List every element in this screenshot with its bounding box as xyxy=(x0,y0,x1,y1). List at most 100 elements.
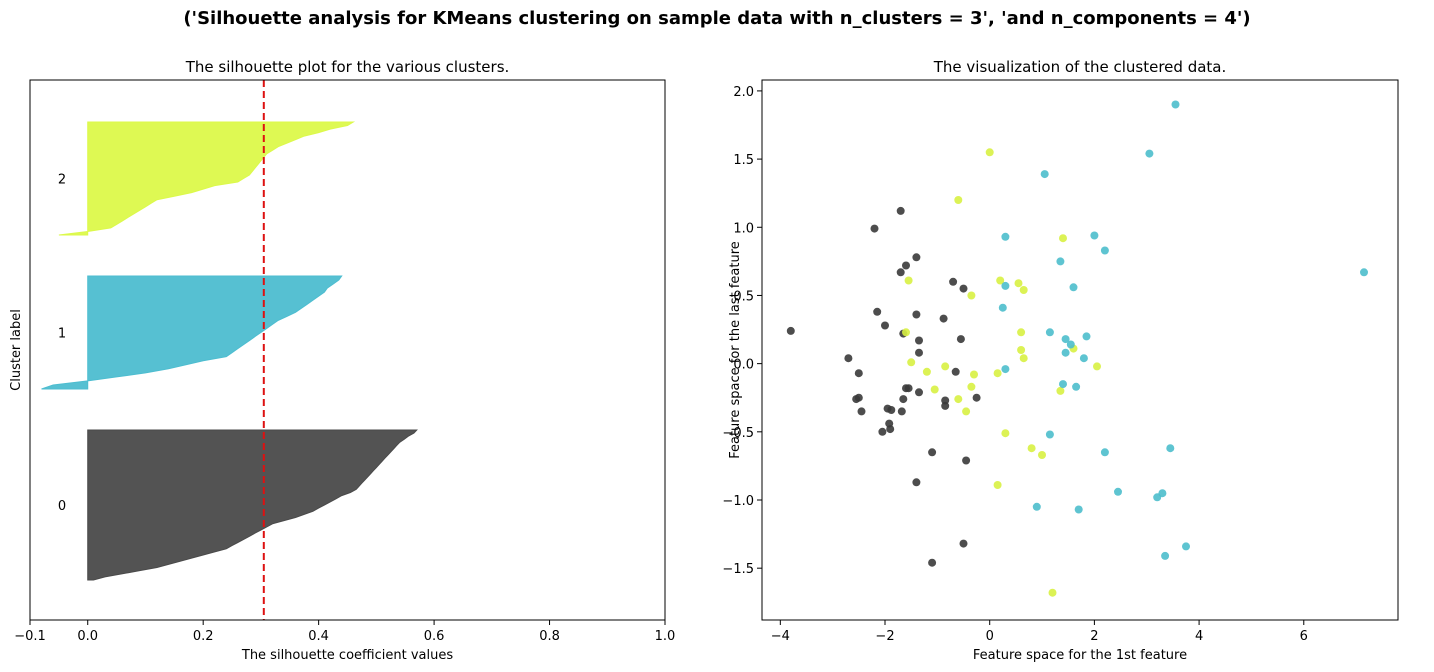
data-point-cluster-0 xyxy=(951,367,960,376)
data-point-cluster-1 xyxy=(954,196,963,204)
data-point-cluster-0 xyxy=(887,406,896,414)
data-point-cluster-2 xyxy=(1166,444,1175,453)
data-point-cluster-1 xyxy=(1059,234,1067,243)
data-point-cluster-2 xyxy=(1182,542,1190,551)
data-point-cluster-2 xyxy=(1072,382,1081,391)
data-point-cluster-0 xyxy=(899,395,908,404)
data-point-cluster-0 xyxy=(959,284,968,293)
data-point-cluster-2 xyxy=(1079,354,1088,363)
silhouette-cluster-0 xyxy=(87,429,418,581)
data-point-cluster-2 xyxy=(998,303,1007,312)
data-point-cluster-1 xyxy=(907,358,916,367)
data-point-cluster-1 xyxy=(904,276,913,285)
x-tick-label: 6 xyxy=(1300,629,1308,644)
x-tick-label: 2 xyxy=(1090,629,1098,644)
data-point-cluster-1 xyxy=(902,328,910,337)
cluster-label-1: 1 xyxy=(58,327,66,342)
data-point-cluster-1 xyxy=(1056,386,1065,395)
data-point-cluster-2 xyxy=(1045,430,1054,439)
data-point-cluster-0 xyxy=(896,268,905,277)
data-point-cluster-1 xyxy=(954,395,963,404)
data-point-cluster-2 xyxy=(1032,502,1041,511)
x-tick-label: 4 xyxy=(1195,629,1203,644)
data-point-cluster-2 xyxy=(1040,170,1049,179)
data-point-cluster-2 xyxy=(1001,365,1010,374)
x-tick-label: 0.2 xyxy=(193,629,214,644)
data-point-cluster-0 xyxy=(873,307,882,316)
silhouette-axes-frame xyxy=(29,79,666,621)
data-point-cluster-0 xyxy=(972,393,981,402)
data-point-cluster-1 xyxy=(967,382,976,391)
scatter-plot: −4 −2 0 2 4 6 −1.5 −1.0 −0.5 0.0 0.5 1.0 1.5 2.0 The v… xyxy=(722,58,1399,663)
data-point-cluster-2 xyxy=(1066,340,1075,349)
data-point-cluster-0 xyxy=(896,206,905,215)
data-point-cluster-1 xyxy=(993,481,1002,489)
data-point-cluster-1 xyxy=(1019,286,1028,294)
x-tick-label: −2 xyxy=(875,629,894,644)
data-point-cluster-0 xyxy=(854,393,863,402)
x-tick-label: 1.0 xyxy=(655,629,676,644)
figure-title: ('Silhouette analysis for KMeans cluster… xyxy=(183,8,1251,29)
y-tick-label: 0.0 xyxy=(733,358,754,373)
data-point-cluster-1 xyxy=(1017,346,1026,354)
data-point-cluster-1 xyxy=(996,276,1005,285)
data-point-cluster-2 xyxy=(1100,246,1109,255)
data-point-cluster-1 xyxy=(1027,444,1036,453)
y-tick-label: 0.5 xyxy=(733,289,754,304)
data-point-cluster-0 xyxy=(915,348,923,357)
data-point-cluster-0 xyxy=(881,321,889,330)
data-point-cluster-0 xyxy=(915,336,923,345)
data-point-cluster-1 xyxy=(967,291,976,300)
data-point-cluster-2 xyxy=(1090,231,1099,240)
data-point-cluster-2 xyxy=(1100,448,1109,457)
data-point-cluster-1 xyxy=(962,407,971,416)
scatter-x-axis-label: Feature space for the 1st feature xyxy=(973,648,1187,663)
data-point-cluster-0 xyxy=(857,407,866,416)
data-point-cluster-2 xyxy=(1061,335,1070,344)
data-point-cluster-1 xyxy=(922,367,931,376)
data-point-cluster-2 xyxy=(1069,283,1078,292)
data-point-cluster-2 xyxy=(1001,232,1010,241)
data-point-cluster-2 xyxy=(1061,348,1070,357)
x-tick-label: 0.8 xyxy=(539,629,560,644)
scatter-axes-frame xyxy=(761,79,1399,621)
x-tick-label: 0.4 xyxy=(308,629,329,644)
data-point-cluster-0 xyxy=(912,310,921,319)
data-point-cluster-0 xyxy=(941,401,950,410)
data-point-cluster-0 xyxy=(949,277,958,286)
data-point-cluster-1 xyxy=(941,362,950,371)
data-point-cluster-0 xyxy=(902,261,910,270)
data-point-cluster-0 xyxy=(928,558,937,567)
data-point-cluster-0 xyxy=(939,314,948,323)
cluster-label-0: 0 xyxy=(58,499,66,514)
data-point-cluster-2 xyxy=(1114,487,1122,496)
silhouette-x-axis-label: The silhouette coefficient values xyxy=(241,648,453,663)
silhouette-plot-title: The silhouette plot for the various clus… xyxy=(185,58,510,76)
data-point-cluster-0 xyxy=(786,326,795,335)
data-point-cluster-0 xyxy=(904,384,913,393)
data-point-cluster-2 xyxy=(1158,489,1167,498)
data-point-cluster-0 xyxy=(956,335,965,344)
data-point-cluster-0 xyxy=(928,448,937,457)
data-point-cluster-0 xyxy=(912,478,921,487)
data-point-cluster-2 xyxy=(1360,268,1368,277)
data-point-cluster-1 xyxy=(1048,588,1057,597)
scatter-y-axis-label: Feature space for the last feature xyxy=(728,241,743,459)
data-point-cluster-0 xyxy=(870,224,879,233)
cluster-label-2: 2 xyxy=(58,173,66,188)
data-point-cluster-0 xyxy=(897,407,906,416)
data-point-cluster-2 xyxy=(1045,328,1054,337)
x-tick-label: 0.0 xyxy=(77,629,98,644)
data-point-cluster-1 xyxy=(970,370,978,379)
data-point-cluster-2 xyxy=(1056,257,1065,266)
scatter-plot-title: The visualization of the clustered data. xyxy=(933,58,1227,76)
silhouette-cluster-2 xyxy=(58,121,356,236)
data-point-cluster-0 xyxy=(854,369,863,378)
data-point-cluster-1 xyxy=(1001,429,1010,438)
data-point-cluster-1 xyxy=(985,148,994,157)
y-tick-label: 2.0 xyxy=(733,85,754,100)
data-point-cluster-0 xyxy=(878,427,887,436)
data-point-cluster-0 xyxy=(912,253,921,262)
y-tick-label: −0.5 xyxy=(722,426,754,441)
